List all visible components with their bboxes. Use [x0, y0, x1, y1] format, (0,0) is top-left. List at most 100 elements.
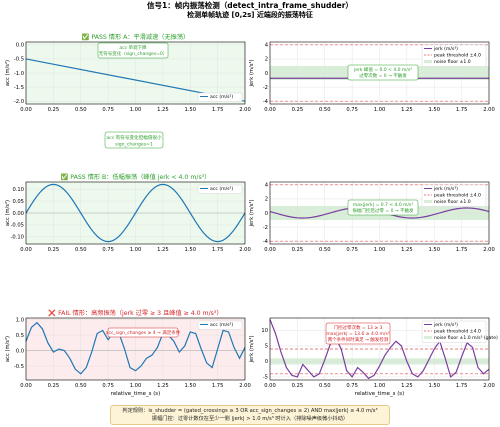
x-tick-label: 2.00: [483, 107, 495, 113]
legend-box: [197, 92, 243, 102]
legend-label: peak threshold ±4.0: [434, 193, 481, 199]
x-tick-label: 1.00: [374, 107, 386, 113]
chart-panel-3: 0.00 0.25 0.50 0.75 1.00 1.25 1.50 1.75 2.00 0.10…: [5, 173, 251, 253]
x-tick-label: 0.00: [20, 247, 32, 253]
annotation-line: acc 单调下降: [119, 44, 147, 51]
annotation-line: 过零次数 = 0 → 不触发: [359, 72, 407, 79]
x-tick-label: 0.25: [48, 107, 60, 113]
axes-frame: [25, 181, 246, 245]
x-axis-label: relative_time_s (s): [111, 391, 160, 397]
rule-footer-line1: 判定规则：is_shudder = (gated_crossings ≥ 3 O…: [122, 408, 378, 414]
x-tick-label: 1.25: [157, 247, 169, 253]
annotation-line: 无符号变化（sign_changes=0）: [99, 50, 168, 57]
x-tick-label: 0.75: [346, 247, 358, 253]
x-tick-label: 0.25: [292, 383, 304, 389]
y-axis-label: acc (m/s²): [5, 60, 11, 86]
chart-panel-1: 0.00 0.25 0.50 0.75 1.00 1.25 1.50 1.75 2.00 0.0 -…: [5, 33, 251, 113]
x-tick-label: 1.50: [184, 247, 196, 253]
x-tick-label: 1.00: [130, 107, 142, 113]
panels-container: 0.00 0.25 0.50 0.75 1.00 1.25 1.50 1.75 2.000.0-…: [5, 33, 498, 397]
legend-label: jerk (m/s³): [433, 186, 458, 192]
x-tick-label: 1.50: [184, 383, 196, 389]
y-tick-label: 2: [265, 197, 268, 203]
y-tick-label: 0.0: [16, 348, 24, 354]
between-note-line2: sign_changes=1: [115, 142, 153, 148]
x-axis-label: relative_time_s (s): [355, 391, 404, 397]
x-tick-label: 2.00: [483, 383, 495, 389]
x-tick-label: 0.00: [20, 383, 32, 389]
y-tick-label: -2: [263, 225, 268, 231]
x-tick-label: 0.75: [346, 107, 358, 113]
rule-footer: 判定规则：is_shudder = (gated_crossings ≥ 3 O…: [110, 405, 390, 425]
y-tick-label: -0.05: [11, 223, 24, 229]
y-tick-label: 0.05: [12, 199, 24, 205]
y-tick-label: 0.10: [12, 187, 24, 193]
annotation-line: jerk 峰值 = 0.0 < 4.0 m/s³: [353, 66, 412, 73]
legend-box: [421, 44, 487, 67]
legend-box: [197, 320, 243, 330]
between-note: acc 有符号变化但幅值很小 sign_changes=1: [104, 131, 164, 149]
x-tick-label: 0.25: [48, 247, 60, 253]
x-tick-label: 0.25: [48, 383, 60, 389]
y-axis-label: jerk (m/s³): [249, 335, 255, 363]
x-tick-label: 1.00: [130, 247, 142, 253]
y-tick-label: -4: [263, 99, 269, 105]
x-tick-label: 1.75: [212, 107, 224, 113]
x-tick-label: 1.75: [456, 247, 468, 253]
x-tick-label: 0.50: [75, 247, 87, 253]
x-tick-label: 0.50: [319, 247, 331, 253]
x-tick-label: 2.00: [239, 383, 251, 389]
x-tick-label: 2.00: [239, 247, 251, 253]
x-tick-label: 1.00: [130, 383, 142, 389]
x-tick-label: 2.00: [239, 107, 251, 113]
between-note-box: [104, 131, 164, 149]
y-tick-label: -0.10: [11, 235, 24, 241]
legend-label: noise floor ±1.0: [434, 59, 471, 65]
y-tick-label: 10: [261, 328, 268, 334]
chart-panel-5: 0.00 0.25 0.50 0.75 1.00 1.25 1.50 1.75 2.00 1.0 0…: [5, 309, 251, 397]
legend-box: [421, 320, 487, 343]
between-note-line1: acc 有符号变化但幅值很小: [106, 134, 162, 141]
rule-footer-line2: 振幅门控：过零计数仅在至少一侧 |jerk| > 1.0 m/s³ 时计入（排除…: [151, 416, 349, 422]
y-axis-label: jerk (m/s³): [249, 199, 255, 227]
y-tick-label: -1.5: [14, 85, 24, 91]
y-tick-label: 1.0: [16, 317, 24, 323]
chart-panel-6: 0.00 0.25 0.50 0.75 1.00 1.25 1.50 1.75 2.00 10 5 0…: [249, 317, 498, 397]
x-tick-label: 0.00: [20, 107, 32, 113]
y-tick-label: 0: [265, 211, 268, 217]
x-tick-label: 1.75: [456, 383, 468, 389]
annotation-line: max|jerk| = 13.6 ≥ 4.0 m/s³: [326, 331, 389, 337]
x-tick-label: 1.25: [401, 383, 413, 389]
panel-title: ✅ PASS 情形 A：平滑减速（无振荡）: [82, 33, 190, 41]
x-tick-label: 0.00: [264, 383, 276, 389]
y-axis-label: acc (m/s²): [5, 336, 11, 362]
y-tick-label: -0.5: [14, 57, 24, 63]
y-tick-label: 4: [265, 43, 269, 49]
y-tick-label: -2: [263, 85, 268, 91]
x-tick-label: 1.50: [428, 247, 440, 253]
y-tick-label: 0.0: [16, 43, 24, 49]
x-tick-label: 0.75: [102, 107, 114, 113]
x-tick-label: 1.75: [456, 107, 468, 113]
y-tick-label: -2.0: [14, 99, 24, 105]
legend-label: acc (m/s²): [210, 186, 233, 192]
x-tick-label: 1.50: [428, 383, 440, 389]
y-tick-label: -1.0: [14, 71, 24, 77]
panel-title: ✅ PASS 情形 B：低幅振荡（峰值 jerk < 4.0 m/s³）: [61, 173, 211, 181]
annotation-box: [325, 322, 391, 345]
legend-label: peak threshold ±4.0: [434, 329, 481, 335]
axes-frame: [269, 317, 490, 381]
axes-frame: [269, 41, 490, 105]
annotation-box: [97, 42, 169, 59]
axes-frame: [25, 41, 246, 105]
x-tick-label: 0.00: [264, 247, 276, 253]
x-tick-label: 0.50: [319, 107, 331, 113]
x-tick-label: 1.25: [157, 107, 169, 113]
series-line: [25, 321, 246, 375]
x-tick-label: 1.25: [401, 247, 413, 253]
legend-label: jerk (m/s³): [433, 46, 458, 52]
y-tick-label: 0.5: [16, 333, 24, 339]
legend-label: acc (m/s²): [210, 94, 233, 100]
y-axis-label: jerk (m/s³): [249, 59, 255, 87]
